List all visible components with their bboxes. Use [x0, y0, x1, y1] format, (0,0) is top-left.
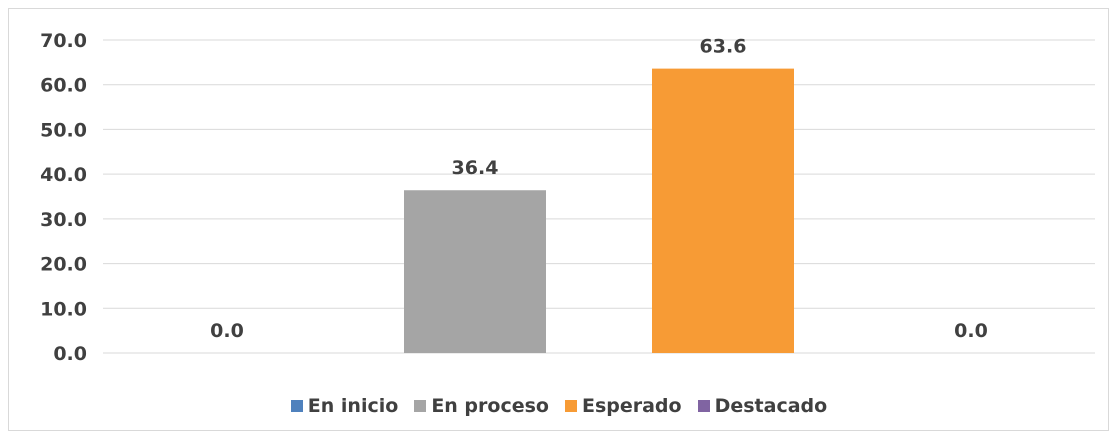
chart-frame [8, 8, 1109, 431]
legend-swatch-esperado [564, 400, 577, 412]
legend-label-destacado: Destacado [714, 395, 828, 417]
legend: En inicio En proceso Esperado Destacado [0, 395, 1118, 417]
data-label-en-proceso: 36.4 [452, 157, 499, 179]
y-axis: 0.0 10.0 20.0 30.0 40.0 50.0 60.0 70.0 [40, 30, 87, 365]
bar-esperado [652, 68, 794, 354]
data-label-destacado: 0.0 [954, 320, 988, 342]
data-label-esperado: 63.6 [700, 36, 747, 58]
y-tick-label: 30.0 [40, 209, 87, 231]
y-tick-label: 70.0 [40, 30, 87, 52]
legend-label-esperado: Esperado [581, 395, 682, 417]
data-label-en-inicio: 0.0 [210, 320, 244, 342]
y-tick-label: 0.0 [53, 343, 87, 365]
legend-item-en-proceso: En proceso [414, 395, 549, 417]
y-tick-label: 40.0 [40, 164, 87, 186]
legend-item-en-inicio: En inicio [290, 395, 399, 417]
legend-label-en-inicio: En inicio [307, 395, 399, 417]
bars [404, 68, 794, 354]
bar-en-proceso [404, 190, 546, 353]
y-tick-label: 60.0 [40, 75, 87, 97]
legend-swatch-en-proceso [414, 400, 427, 412]
data-labels: 0.0 36.4 63.6 0.0 [210, 36, 988, 342]
gridlines [103, 39, 1095, 354]
legend-swatch-destacado [697, 400, 710, 412]
legend-item-esperado: Esperado [564, 395, 682, 417]
legend-label-en-proceso: En proceso [431, 395, 549, 417]
y-tick-label: 20.0 [40, 254, 87, 276]
legend-item-destacado: Destacado [697, 395, 828, 417]
legend-swatch-en-inicio [290, 400, 303, 412]
y-tick-label: 50.0 [40, 119, 87, 141]
y-tick-label: 10.0 [40, 298, 87, 320]
